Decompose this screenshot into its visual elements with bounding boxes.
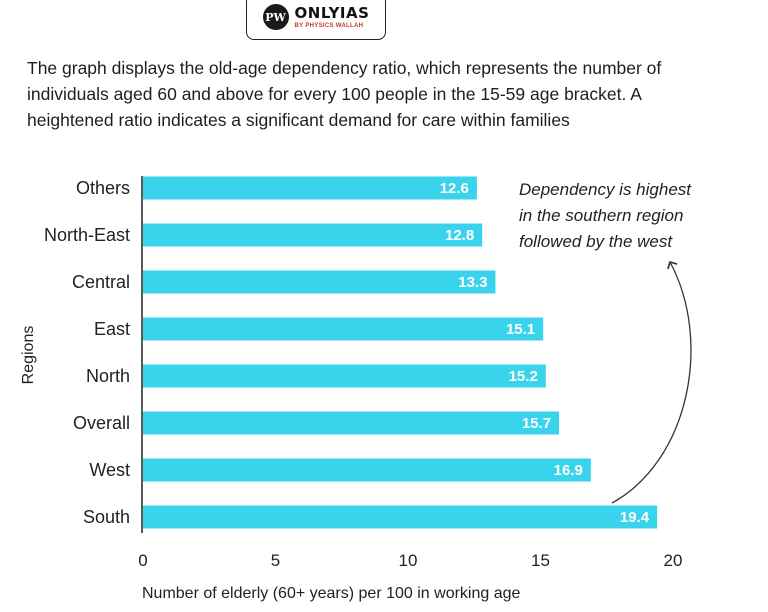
x-tick-label: 20 [664, 551, 683, 570]
category-label: Central [72, 272, 130, 292]
bar-north-east [143, 223, 483, 247]
category-label: South [83, 507, 130, 527]
x-axis-title: Number of elderly (60+ years) per 100 in… [142, 585, 521, 602]
bar-south [143, 505, 658, 529]
annotation: Dependency is highest in the southern re… [519, 180, 692, 504]
logo-name: ONLYIAS [294, 3, 370, 22]
category-label: North-East [44, 225, 130, 245]
x-tick-label: 0 [138, 551, 147, 570]
category-label: East [94, 319, 130, 339]
bar-value-label: 12.8 [445, 227, 474, 244]
bar-others [143, 176, 477, 200]
x-tick-label: 5 [271, 551, 280, 570]
bar-east [143, 317, 544, 341]
bar-north [143, 364, 546, 388]
annotation-line-3: followed by the west [519, 232, 673, 251]
x-tick-label: 15 [531, 551, 550, 570]
chart-description: The graph displays the old-age dependenc… [27, 58, 662, 130]
logo-tagline: BY PHYSICS WALLAH [294, 22, 364, 29]
annotation-line-1: Dependency is highest [519, 180, 692, 199]
bar-value-label: 15.1 [506, 321, 535, 338]
bar-value-label: 12.6 [440, 180, 469, 197]
bar-west [143, 458, 591, 482]
x-tick-label: 10 [399, 551, 418, 570]
category-label: Overall [73, 413, 130, 433]
bar-overall [143, 411, 560, 435]
bar-value-label: 15.7 [522, 415, 551, 432]
bar-value-label: 19.4 [620, 509, 650, 526]
y-axis-title: Regions [20, 326, 37, 385]
annotation-line-2: in the southern region [519, 206, 683, 225]
bar-central [143, 270, 496, 294]
pw-logo-icon: PW [262, 4, 289, 30]
category-label: Others [76, 178, 130, 198]
category-label: North [86, 366, 130, 386]
logo: PW ONLYIAS BY PHYSICS WALLAH [246, 0, 386, 40]
bar-value-label: 16.9 [554, 462, 583, 479]
bar-value-label: 15.2 [509, 368, 538, 385]
annotation-arrow-icon [611, 260, 692, 504]
bar-value-label: 13.3 [458, 274, 487, 291]
category-label: West [89, 460, 130, 480]
